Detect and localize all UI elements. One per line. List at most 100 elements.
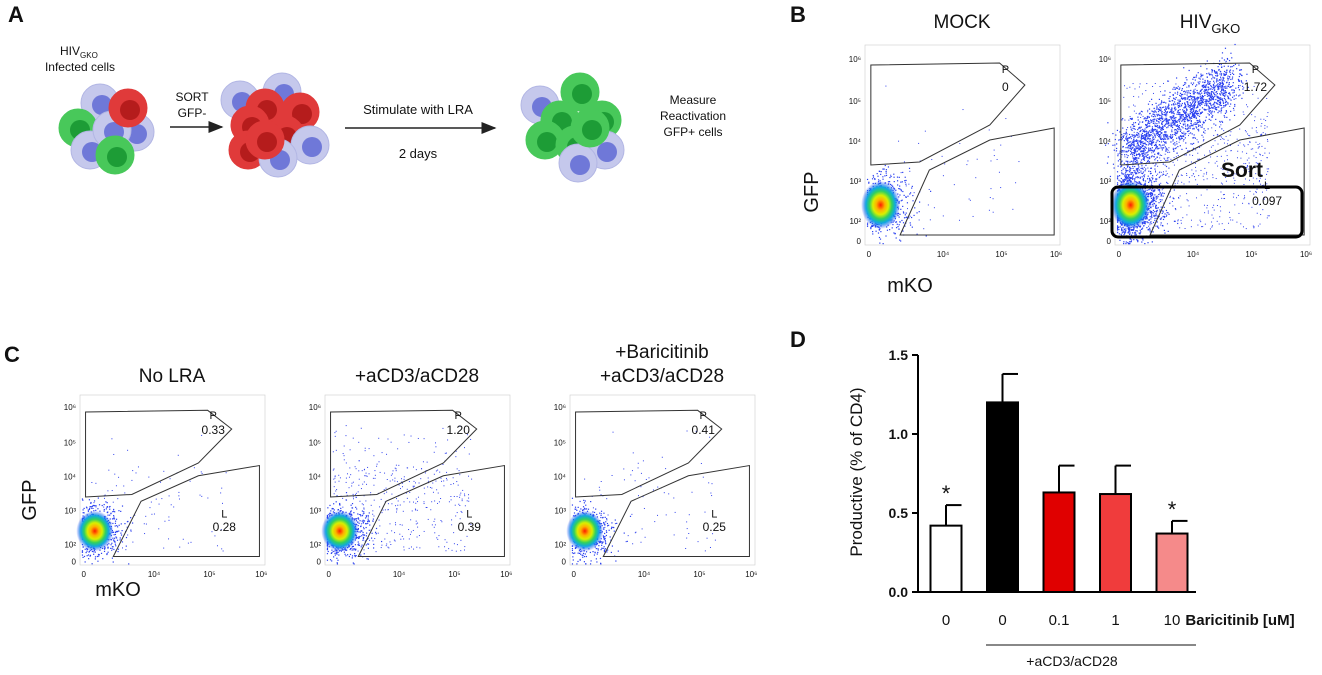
event bbox=[1173, 119, 1175, 121]
event bbox=[1162, 120, 1164, 123]
event bbox=[1222, 88, 1224, 91]
event bbox=[1134, 173, 1137, 175]
event bbox=[1138, 157, 1140, 159]
event bbox=[898, 216, 900, 218]
event bbox=[1171, 126, 1174, 129]
cell-nucleus bbox=[302, 137, 322, 157]
event bbox=[1153, 118, 1155, 120]
event bbox=[1221, 82, 1223, 84]
event bbox=[1214, 149, 1216, 151]
event bbox=[1201, 134, 1203, 136]
event bbox=[1213, 96, 1215, 98]
event bbox=[1180, 104, 1183, 106]
event bbox=[1142, 138, 1144, 140]
event bbox=[1189, 113, 1191, 115]
event bbox=[1156, 129, 1158, 131]
event bbox=[1183, 119, 1185, 121]
event bbox=[904, 181, 906, 183]
event bbox=[1183, 183, 1185, 185]
event bbox=[1233, 98, 1235, 100]
event bbox=[1123, 241, 1125, 243]
event bbox=[1184, 111, 1186, 113]
event bbox=[1128, 149, 1130, 151]
event bbox=[1150, 180, 1153, 182]
event bbox=[1140, 161, 1142, 163]
event bbox=[1173, 108, 1176, 110]
cell bbox=[108, 88, 148, 128]
event bbox=[1129, 233, 1131, 235]
event bbox=[1138, 146, 1140, 148]
event bbox=[1151, 110, 1153, 112]
event bbox=[1137, 170, 1139, 172]
event bbox=[132, 470, 134, 472]
event bbox=[113, 515, 115, 517]
event bbox=[1202, 136, 1204, 138]
y-tick-label: 10² bbox=[64, 541, 76, 550]
event bbox=[1192, 154, 1194, 156]
event bbox=[1155, 163, 1157, 165]
event bbox=[1160, 112, 1163, 114]
event bbox=[1229, 98, 1231, 100]
event bbox=[1163, 144, 1165, 146]
event bbox=[1266, 157, 1268, 159]
event bbox=[1135, 159, 1138, 161]
event bbox=[1238, 95, 1240, 97]
event bbox=[1141, 93, 1143, 95]
event bbox=[1152, 130, 1154, 133]
event bbox=[1223, 198, 1225, 200]
event bbox=[1182, 93, 1184, 96]
event bbox=[1181, 132, 1184, 134]
event bbox=[1190, 117, 1192, 119]
event bbox=[1259, 143, 1261, 145]
event bbox=[1207, 128, 1209, 130]
event bbox=[1176, 124, 1179, 126]
event bbox=[1158, 113, 1160, 116]
event bbox=[1222, 138, 1224, 140]
event bbox=[1218, 79, 1221, 81]
event bbox=[1131, 142, 1134, 144]
event bbox=[199, 494, 201, 496]
event bbox=[1249, 141, 1251, 143]
event bbox=[1220, 112, 1222, 114]
event bbox=[1152, 137, 1154, 139]
event bbox=[1164, 125, 1166, 127]
event bbox=[1133, 151, 1135, 154]
event bbox=[121, 541, 124, 543]
event bbox=[1136, 145, 1138, 147]
event bbox=[1139, 148, 1142, 150]
event bbox=[1196, 97, 1198, 100]
event bbox=[1251, 127, 1253, 129]
event bbox=[1234, 105, 1236, 107]
event bbox=[1132, 146, 1134, 148]
event bbox=[103, 548, 106, 550]
event bbox=[880, 173, 882, 175]
event bbox=[1130, 239, 1133, 241]
event bbox=[1243, 198, 1245, 200]
event bbox=[1125, 229, 1127, 232]
event bbox=[1137, 148, 1139, 150]
event bbox=[1142, 154, 1144, 156]
event bbox=[104, 494, 106, 496]
event bbox=[120, 523, 122, 525]
event bbox=[1130, 167, 1132, 170]
event bbox=[1133, 122, 1135, 124]
event bbox=[1178, 101, 1180, 103]
event bbox=[1210, 99, 1212, 101]
event bbox=[1135, 151, 1137, 153]
event bbox=[1202, 86, 1204, 89]
event bbox=[1202, 140, 1204, 142]
event bbox=[1160, 110, 1162, 112]
event bbox=[1151, 155, 1153, 157]
event bbox=[1181, 98, 1184, 100]
event bbox=[1149, 231, 1151, 233]
event bbox=[1252, 93, 1254, 95]
event bbox=[1177, 182, 1179, 184]
event bbox=[1251, 114, 1253, 116]
event bbox=[1220, 155, 1222, 157]
event bbox=[1180, 97, 1183, 100]
event bbox=[1136, 161, 1138, 163]
event bbox=[1230, 219, 1232, 221]
event bbox=[1246, 152, 1248, 154]
event bbox=[1122, 180, 1124, 182]
event bbox=[1192, 150, 1194, 152]
